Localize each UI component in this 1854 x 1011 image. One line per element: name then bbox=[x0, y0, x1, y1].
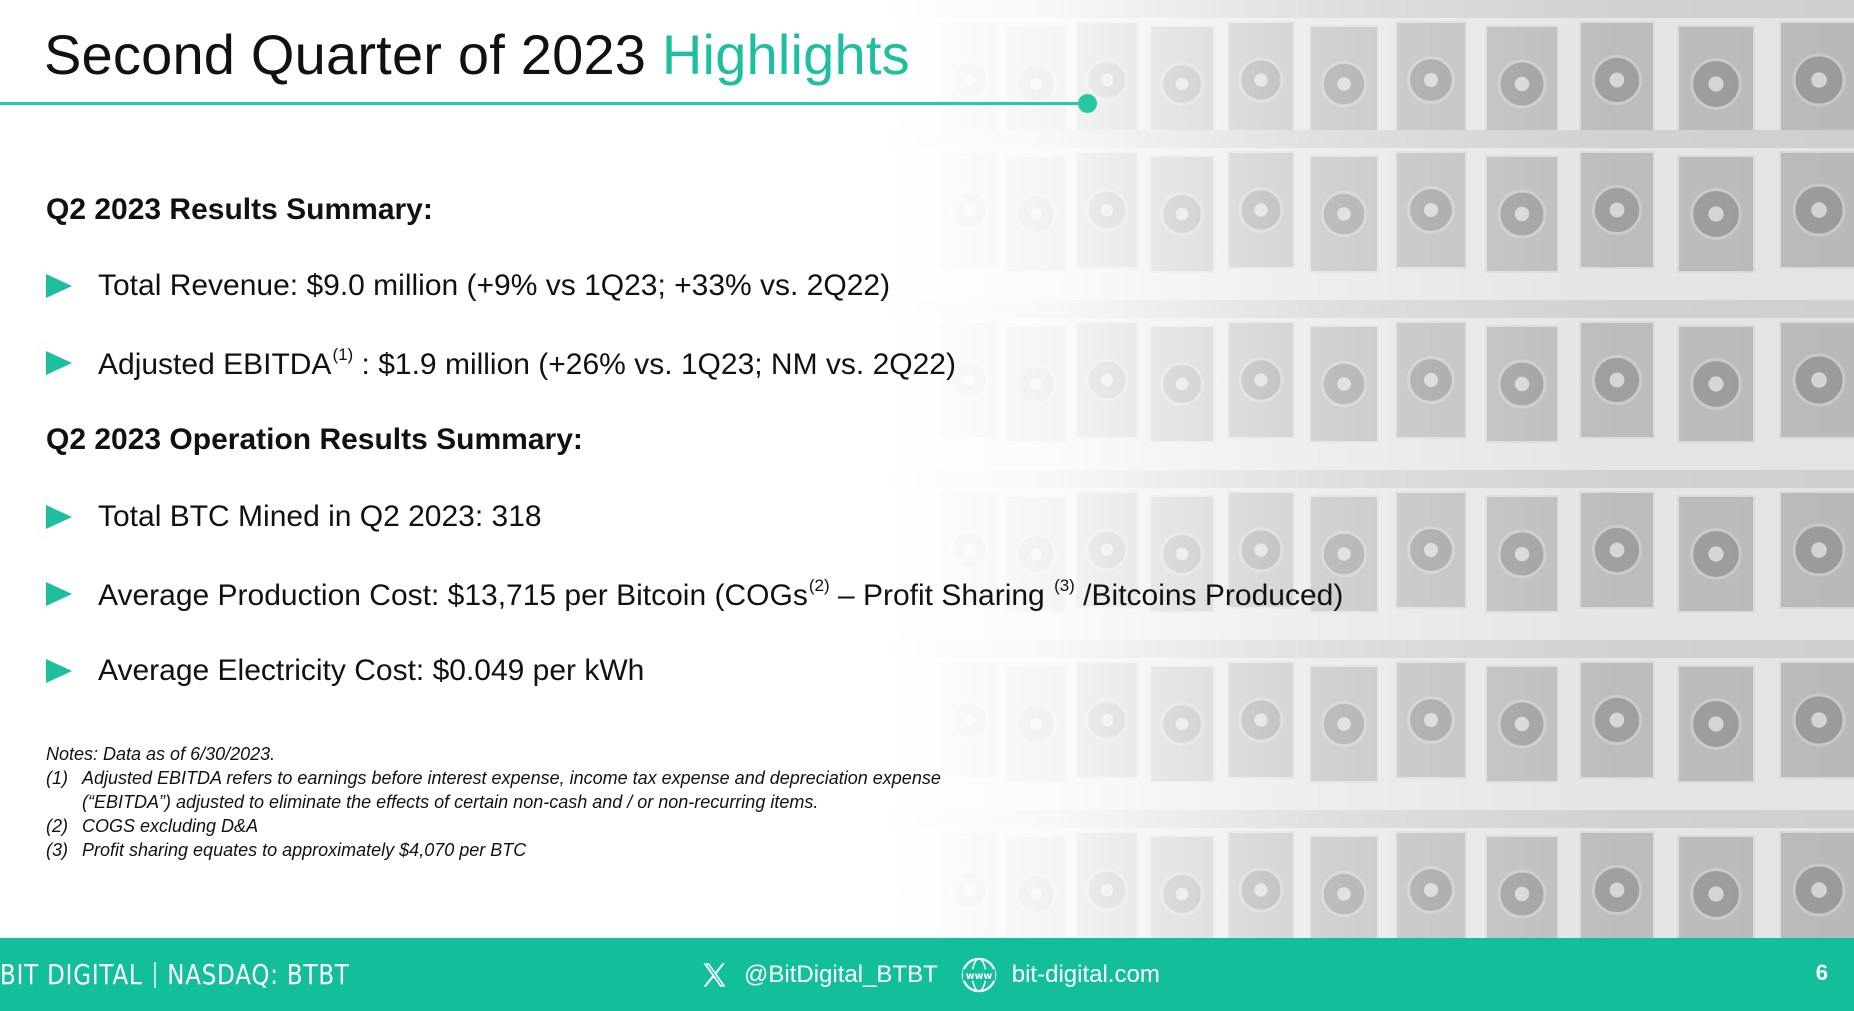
footnote-text: Profit sharing equates to approximately … bbox=[82, 840, 527, 860]
bullet-text: Total BTC Mined in Q2 2023: 318 bbox=[98, 500, 542, 533]
www-globe-icon[interactable]: www bbox=[960, 956, 998, 994]
footnote-number: (1) bbox=[46, 768, 68, 788]
bullet-total-revenue: Total Revenue: $9.0 million (+9% vs 1Q23… bbox=[46, 266, 890, 306]
footnote-number: (2) bbox=[46, 816, 68, 836]
title-accent: Highlights bbox=[661, 23, 910, 86]
production-cost-text: Average Production Cost: $13,715 per Bit… bbox=[98, 578, 808, 612]
bullet-arrow-icon bbox=[46, 351, 72, 375]
bullet-btc-mined: Total BTC Mined in Q2 2023: 318 bbox=[46, 497, 542, 537]
background-fade-overlay bbox=[880, 0, 1854, 940]
ebitda-label: Adjusted EBITDA bbox=[98, 347, 332, 381]
footnote-2: (2) COGS excluding D&A bbox=[46, 814, 941, 838]
bullet-adjusted-ebitda: Adjusted EBITDA(1) : $1.9 million (+26% … bbox=[46, 343, 956, 383]
footnote-3: (3) Profit sharing equates to approximat… bbox=[46, 838, 941, 862]
footnote-ref-3: (3) bbox=[1054, 575, 1075, 595]
page-number: 6 bbox=[1815, 960, 1828, 985]
footnote-1-continued: (“EBITDA”) adjusted to eliminate the eff… bbox=[82, 792, 819, 812]
brand-name: BIT DIGITAL bbox=[0, 958, 143, 991]
bullet-text: Average Electricity Cost: $0.049 per kWh bbox=[98, 654, 645, 687]
footer-bar: BIT DIGITAL NASDAQ: BTBT @BitDigital_BTB… bbox=[0, 938, 1854, 1011]
website-link[interactable]: bit-digital.com bbox=[1011, 961, 1160, 988]
brand-ticker: NASDAQ: BTBT bbox=[167, 958, 350, 991]
notes-header: Notes: Data as of 6/30/2023. bbox=[46, 744, 276, 764]
bullet-text: Adjusted EBITDA(1) : $1.9 million (+26% … bbox=[98, 345, 956, 382]
footnote-1: (1) Adjusted EBITDA refers to earnings b… bbox=[46, 766, 941, 790]
brand-logo: BIT DIGITAL NASDAQ: BTBT bbox=[0, 958, 350, 991]
bullet-production-cost: Average Production Cost: $13,715 per Bit… bbox=[46, 574, 1343, 614]
x-logo-icon[interactable] bbox=[700, 961, 728, 989]
footnote-ref-1: (1) bbox=[332, 344, 354, 364]
footnote-text: Adjusted EBITDA refers to earnings befor… bbox=[82, 768, 941, 788]
bullet-arrow-icon bbox=[46, 659, 72, 683]
ebitda-value: : $1.9 million (+26% vs. 1Q23; NM vs. 2Q… bbox=[353, 347, 956, 381]
bitcoins-produced-text: /Bitcoins Produced) bbox=[1074, 578, 1344, 612]
footer-contact: @BitDigital_BTBT www bit-digital.com bbox=[700, 956, 1160, 994]
bullet-arrow-icon bbox=[46, 274, 72, 298]
profit-sharing-text: – Profit Sharing bbox=[829, 578, 1054, 612]
footnote-text: COGS excluding D&A bbox=[82, 816, 259, 836]
bullet-text: Total Revenue: $9.0 million (+9% vs 1Q23… bbox=[98, 269, 891, 302]
social-handle-link[interactable]: @BitDigital_BTBT bbox=[744, 961, 938, 988]
operation-summary-heading: Q2 2023 Operation Results Summary: bbox=[46, 423, 583, 456]
results-summary-heading: Q2 2023 Results Summary: bbox=[46, 193, 433, 226]
bullet-arrow-icon bbox=[46, 582, 72, 606]
footnote-ref-2: (2) bbox=[808, 575, 830, 595]
svg-text:www: www bbox=[966, 971, 993, 982]
page-title: Second Quarter of 2023 Highlights bbox=[44, 22, 910, 87]
title-main: Second Quarter of 2023 bbox=[44, 23, 647, 86]
title-underline-dot bbox=[1078, 94, 1097, 113]
bullet-electricity-cost: Average Electricity Cost: $0.049 per kWh bbox=[46, 651, 644, 691]
brand-separator bbox=[154, 961, 156, 988]
footnote-number: (3) bbox=[46, 840, 68, 860]
title-underline bbox=[0, 102, 1086, 105]
bullet-text: Average Production Cost: $13,715 per Bit… bbox=[98, 576, 1343, 613]
footnotes: Notes: Data as of 6/30/2023. (1) Adjuste… bbox=[46, 742, 941, 862]
bullet-arrow-icon bbox=[46, 505, 72, 529]
